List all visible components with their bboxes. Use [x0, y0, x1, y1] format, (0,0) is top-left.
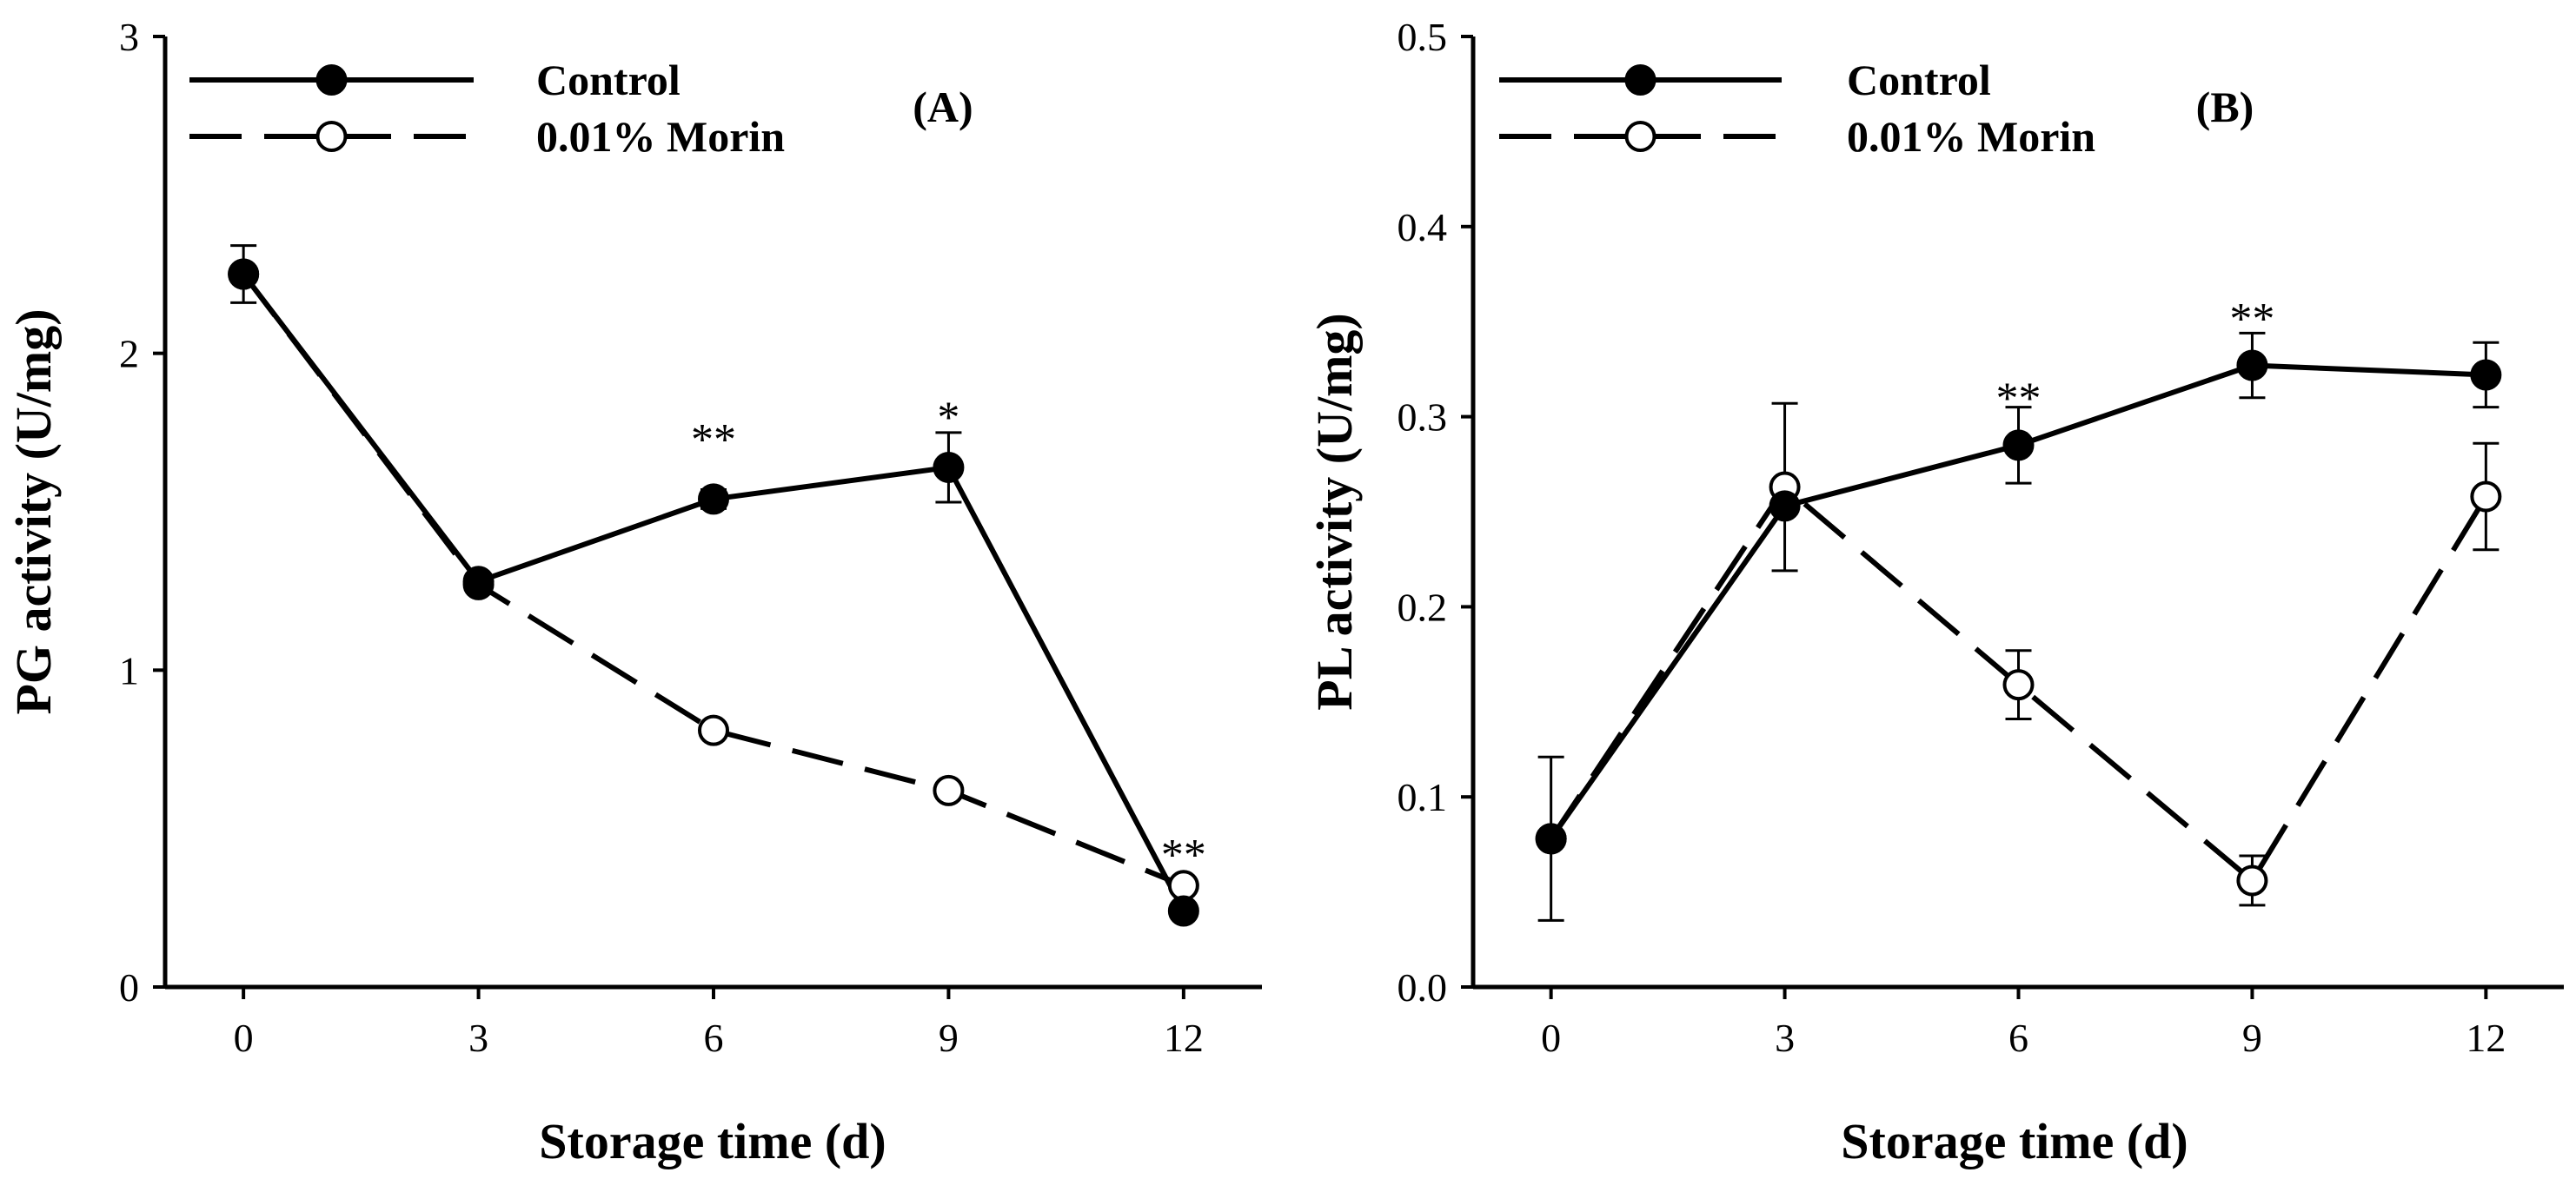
x-tick-label: 9 [2242, 1016, 2262, 1060]
panel-label: (B) [2196, 83, 2254, 131]
y-tick-label: 2 [119, 332, 139, 376]
x-tick-label: 9 [939, 1016, 959, 1060]
y-tick-label: 0.1 [1398, 775, 1448, 819]
y-tick-label: 0 [119, 965, 139, 1010]
control-data-point [2236, 349, 2268, 381]
x-tick-label: 0 [1541, 1016, 1561, 1060]
x-tick-label: 6 [704, 1016, 724, 1060]
significance-marker: ** [1161, 831, 1206, 880]
x-tick-label: 12 [2466, 1016, 2506, 1060]
morin-data-point [2470, 480, 2502, 513]
legend-control-label: Control [536, 56, 681, 104]
x-tick-label: 3 [468, 1016, 488, 1060]
legend-control-label: Control [1847, 56, 1991, 104]
y-tick-label: 0.0 [1398, 965, 1448, 1010]
control-data-point [1167, 895, 1199, 927]
y-tick-label: 0.2 [1398, 585, 1448, 629]
control-data-point [462, 566, 495, 598]
control-data-point [2470, 359, 2502, 391]
control-data-point [1535, 823, 1567, 855]
legend-morin-marker [315, 121, 348, 152]
y-tick-label: 3 [119, 15, 139, 59]
significance-marker: ** [1996, 374, 2042, 424]
control-data-point [2002, 429, 2035, 461]
significance-marker: ** [691, 415, 736, 465]
legend-morin-label: 0.01% Morin [536, 112, 785, 161]
y-axis-title: PL activity (U/mg) [1306, 313, 1363, 710]
control-data-point [933, 451, 965, 483]
x-tick-label: 12 [1164, 1016, 1204, 1060]
y-axis-title: PG activity (U/mg) [5, 308, 62, 714]
control-data-point [228, 258, 260, 290]
legend-control-marker [315, 64, 348, 96]
panel-label: (A) [913, 83, 973, 131]
y-tick-label: 0.3 [1398, 395, 1448, 440]
x-axis-title: Storage time (d) [1841, 1113, 2188, 1169]
y-tick-label: 1 [119, 648, 139, 692]
morin-data-point [2236, 864, 2268, 897]
x-tick-label: 6 [2008, 1016, 2028, 1060]
control-data-point [698, 483, 729, 515]
morin-data-point [698, 714, 729, 746]
morin-data-point [933, 774, 965, 806]
control-series-line [241, 272, 1186, 912]
control-data-point [1769, 490, 1801, 522]
legend-morin-marker [1624, 121, 1656, 152]
significance-marker: ** [2229, 295, 2274, 344]
morin-data-point [2002, 669, 2035, 701]
legend-morin-label: 0.01% Morin [1847, 112, 2095, 161]
y-tick-label: 0.5 [1398, 15, 1448, 59]
morin-series-line [241, 272, 1185, 889]
legend-control-marker [1624, 64, 1656, 96]
x-tick-label: 3 [1775, 1016, 1795, 1060]
x-tick-label: 0 [234, 1016, 254, 1060]
x-axis-title: Storage time (d) [539, 1113, 886, 1169]
significance-marker: * [937, 394, 959, 443]
y-tick-label: 0.4 [1398, 205, 1448, 249]
panel-b-pl-activity: 0.0 0.1 0.2 0.3 0.4 0.5 0 3 6 9 12 Storage time (d)… [1306, 15, 2564, 1169]
